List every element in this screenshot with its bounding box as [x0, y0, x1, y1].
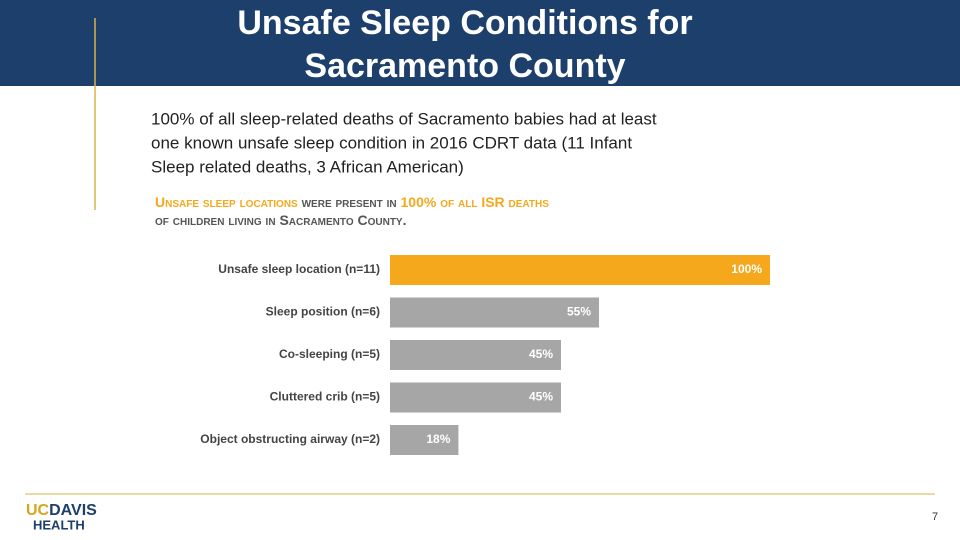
body-text: one known unsafe sleep condition in 2016… — [151, 133, 632, 152]
category-label: Cluttered crib (n=5) — [270, 390, 380, 404]
logo: UCDAVIS — [26, 502, 97, 519]
body-text: 100% of all sleep-related deaths of Sacr… — [151, 109, 657, 128]
bar — [390, 382, 561, 413]
value-label: 18% — [426, 432, 450, 446]
chart-title: of children living in Sacramento County. — [155, 212, 407, 228]
chart-title-part: of children living in Sacramento County. — [155, 212, 407, 228]
bar — [390, 340, 561, 370]
value-label: 100% — [731, 262, 762, 276]
chart-title-part: Unsafe sleep locations — [155, 194, 298, 210]
logo-health: HEALTH — [33, 517, 85, 532]
bar — [390, 425, 459, 455]
chart-title-part: were present in — [298, 194, 401, 210]
logo-uc: UC — [26, 502, 50, 519]
bar — [390, 255, 770, 285]
page-number: 7 — [932, 511, 938, 523]
slide-title: Unsafe Sleep Conditions for — [237, 4, 692, 42]
category-label: Unsafe sleep location (n=11) — [218, 262, 380, 276]
chart-title: Unsafe sleep locations were present in 1… — [155, 194, 549, 210]
slide-title: Sacramento County — [304, 47, 625, 85]
category-label: Sleep position (n=6) — [266, 305, 380, 319]
category-label: Object obstructing airway (n=2) — [200, 432, 380, 446]
value-label: 55% — [567, 305, 591, 319]
logo-davis: DAVIS — [49, 502, 97, 519]
bar — [390, 297, 599, 328]
body-text: Sleep related deaths, 3 African American… — [151, 157, 464, 176]
value-label: 45% — [529, 347, 553, 361]
category-label: Co-sleeping (n=5) — [279, 347, 380, 361]
chart-title-part: 100% of all ISR deaths — [401, 194, 550, 210]
header-band — [0, 0, 960, 86]
value-label: 45% — [529, 390, 553, 404]
